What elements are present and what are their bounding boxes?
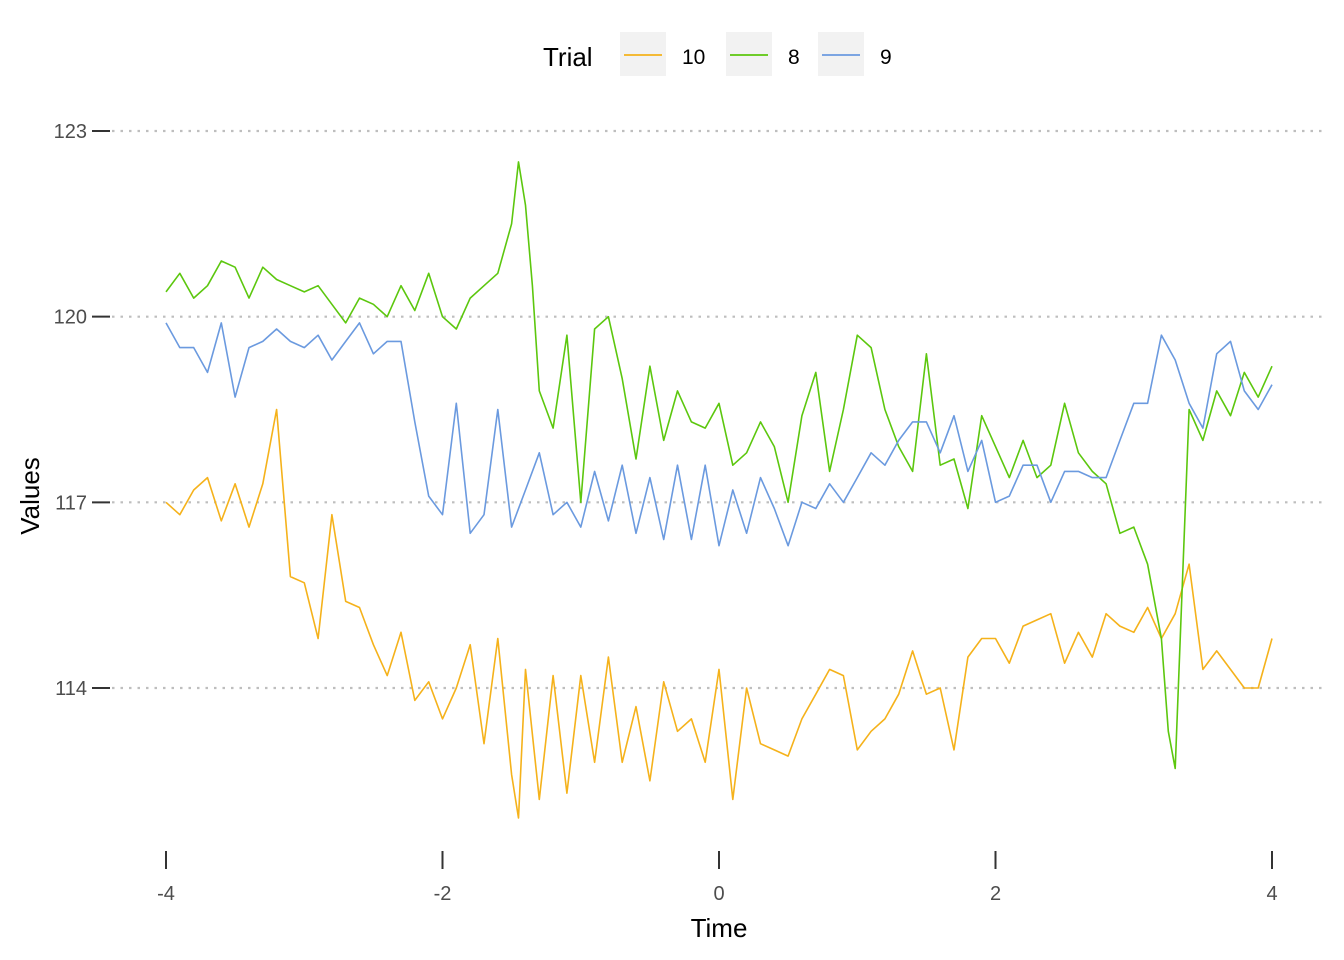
legend-key-bg <box>726 32 772 76</box>
series-line-8 <box>165 161 1273 770</box>
legend-key-bg <box>818 32 864 76</box>
x-tick-label: -4 <box>157 883 175 905</box>
series-layer <box>165 161 1273 819</box>
y-tick-label: 117 <box>55 492 87 514</box>
legend: Trial 10 8 9 <box>543 32 892 76</box>
legend-entry-label: 10 <box>682 46 705 69</box>
y-tick-label: 120 <box>54 307 87 329</box>
gridlines <box>112 129 1327 690</box>
series-line-10 <box>165 408 1273 819</box>
legend-key-bg <box>620 32 666 76</box>
legend-entry-label: 8 <box>788 46 800 69</box>
y-tick-label: 114 <box>55 678 87 700</box>
x-tick-label: 0 <box>713 883 724 905</box>
legend-keys: 10 8 9 <box>620 32 892 76</box>
x-tick-label: -2 <box>434 883 452 905</box>
legend-title: Trial <box>543 42 593 72</box>
x-tick-label: 4 <box>1266 883 1277 905</box>
y-axis: 114 117 120 123 <box>54 121 110 700</box>
x-tick-label: 2 <box>990 883 1001 905</box>
series-line-9 <box>165 322 1273 547</box>
y-tick-label: 123 <box>54 121 87 143</box>
x-axis: -4 -2 0 2 4 <box>157 851 1278 905</box>
y-axis-title: Values <box>15 457 45 535</box>
legend-entry-label: 9 <box>880 46 892 69</box>
x-axis-title: Time <box>691 913 748 943</box>
